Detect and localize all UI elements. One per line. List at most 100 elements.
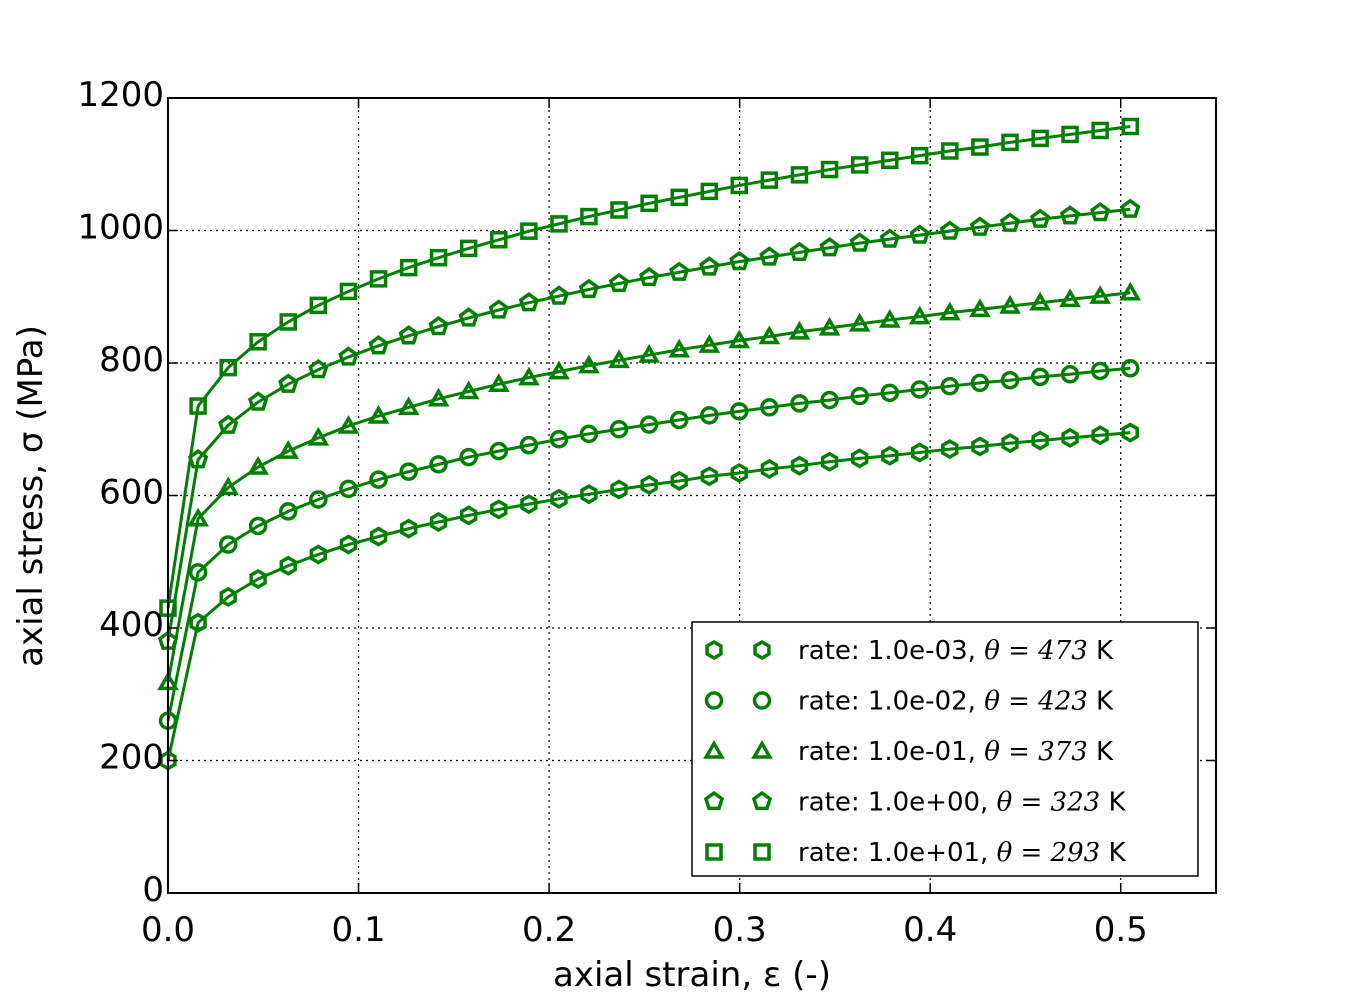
data-point-circle — [970, 373, 990, 393]
data-point-pentagon — [488, 299, 509, 319]
data-point-pentagon — [218, 414, 239, 434]
data-point-triangle — [878, 308, 901, 328]
y-tick-label: 1000 — [77, 208, 164, 248]
data-point-pentagon — [1120, 198, 1141, 218]
data-point-hexagon — [219, 586, 237, 607]
data-point-square — [640, 194, 658, 213]
data-point-circle — [910, 380, 929, 399]
legend-rate: rate: 1.0e+00, — [798, 788, 997, 818]
data-point-hexagon — [730, 462, 748, 483]
series-square — [159, 117, 1140, 617]
data-point-circle — [609, 420, 629, 439]
legend-unit: K — [1088, 636, 1114, 666]
data-point-triangle — [938, 301, 961, 321]
y-tick-label: 600 — [99, 473, 164, 513]
data-point-circle — [1121, 359, 1140, 378]
data-point-pentagon — [247, 391, 269, 411]
legend-unit: K — [1100, 838, 1126, 868]
data-point-hexagon — [1121, 422, 1139, 443]
data-point-hexagon — [580, 484, 598, 505]
y-tick-label: 800 — [99, 340, 164, 380]
data-point-square — [279, 313, 297, 331]
data-point-pentagon — [819, 237, 840, 257]
legend-theta: θ = 293 — [997, 838, 1101, 868]
data-point-hexagon — [399, 518, 418, 539]
data-point-square — [429, 248, 448, 267]
data-point-triangle — [1089, 285, 1111, 304]
data-point-square — [309, 296, 328, 315]
data-point-triangle — [1059, 288, 1081, 308]
data-point-square — [1091, 121, 1109, 140]
data-point-hexagon — [941, 439, 959, 460]
series-circle — [158, 359, 1140, 730]
data-point-square — [339, 282, 358, 301]
data-point-hexagon — [1001, 433, 1019, 454]
data-point-hexagon — [189, 612, 207, 633]
y-tick-label: 1200 — [77, 75, 164, 115]
data-point-triangle — [608, 349, 630, 369]
data-point-hexagon — [753, 639, 771, 661]
data-point-hexagon — [309, 544, 328, 565]
data-point-hexagon — [1091, 425, 1109, 446]
data-point-circle — [752, 691, 772, 710]
data-point-triangle — [751, 740, 773, 759]
data-point-hexagon — [279, 555, 297, 576]
data-point-square — [1001, 133, 1019, 152]
y-tick-label: 200 — [99, 738, 164, 778]
data-point-pentagon — [578, 278, 600, 299]
legend-rate: rate: 1.0e-03, — [798, 636, 984, 666]
data-point-circle — [880, 383, 900, 403]
data-point-pentagon — [849, 232, 870, 252]
data-point-triangle — [247, 456, 269, 475]
data-point-circle — [704, 691, 724, 710]
data-point-hexagon — [640, 474, 658, 495]
data-point-triangle — [518, 366, 540, 386]
data-point-pentagon — [789, 241, 810, 261]
data-point-triangle — [367, 405, 390, 424]
data-point-circle — [218, 535, 238, 554]
data-point-triangle — [578, 354, 600, 374]
y-tick-label: 0 — [142, 870, 164, 910]
x-tick-label: 0.2 — [522, 910, 576, 950]
x-tick-label: 0.5 — [1094, 910, 1148, 950]
series-triangle — [157, 281, 1142, 691]
y-tick-label: 400 — [99, 605, 164, 645]
data-point-square — [369, 270, 388, 288]
legend-rate: rate: 1.0e-02, — [798, 687, 984, 717]
data-point-circle — [940, 376, 960, 396]
legend-entry: rate: 1.0e+01, θ = 293 K — [705, 838, 1126, 868]
data-point-pentagon — [879, 228, 900, 248]
data-point-hexagon — [550, 488, 568, 509]
data-point-hexagon — [700, 466, 719, 487]
legend-entry: rate: 1.0e-02, θ = 423 K — [704, 687, 1114, 717]
data-point-triangle — [487, 373, 510, 392]
data-point-circle — [1000, 370, 1020, 390]
data-point-pentagon — [751, 790, 773, 811]
x-axis-label: axial strain, ε (-) — [553, 955, 831, 994]
data-point-square — [1061, 125, 1079, 144]
data-point-square — [1121, 117, 1140, 136]
data-point-pentagon — [458, 307, 479, 327]
data-point-pentagon — [759, 246, 780, 266]
data-point-square — [490, 231, 508, 249]
data-point-hexagon — [971, 436, 989, 457]
legend-unit: K — [1088, 687, 1114, 717]
data-point-triangle — [548, 360, 570, 380]
data-point-circle — [790, 394, 809, 413]
data-point-hexagon — [790, 455, 809, 476]
data-point-pentagon — [398, 325, 419, 345]
legend-theta: θ = 423 — [984, 687, 1088, 717]
legend-label: rate: 1.0e-02, θ = 423 K — [798, 687, 1114, 717]
legend-theta: θ = 373 — [984, 737, 1088, 767]
data-point-hexagon — [429, 511, 448, 533]
series-line — [166, 125, 1131, 609]
data-point-square — [1031, 129, 1049, 148]
data-point-circle — [549, 429, 569, 449]
data-point-triangle — [698, 334, 721, 353]
series-group — [157, 117, 1142, 771]
data-point-pentagon — [1090, 201, 1111, 222]
legend-theta: θ = 473 — [984, 636, 1088, 666]
series-line — [166, 366, 1131, 722]
data-point-triangle — [427, 387, 450, 407]
